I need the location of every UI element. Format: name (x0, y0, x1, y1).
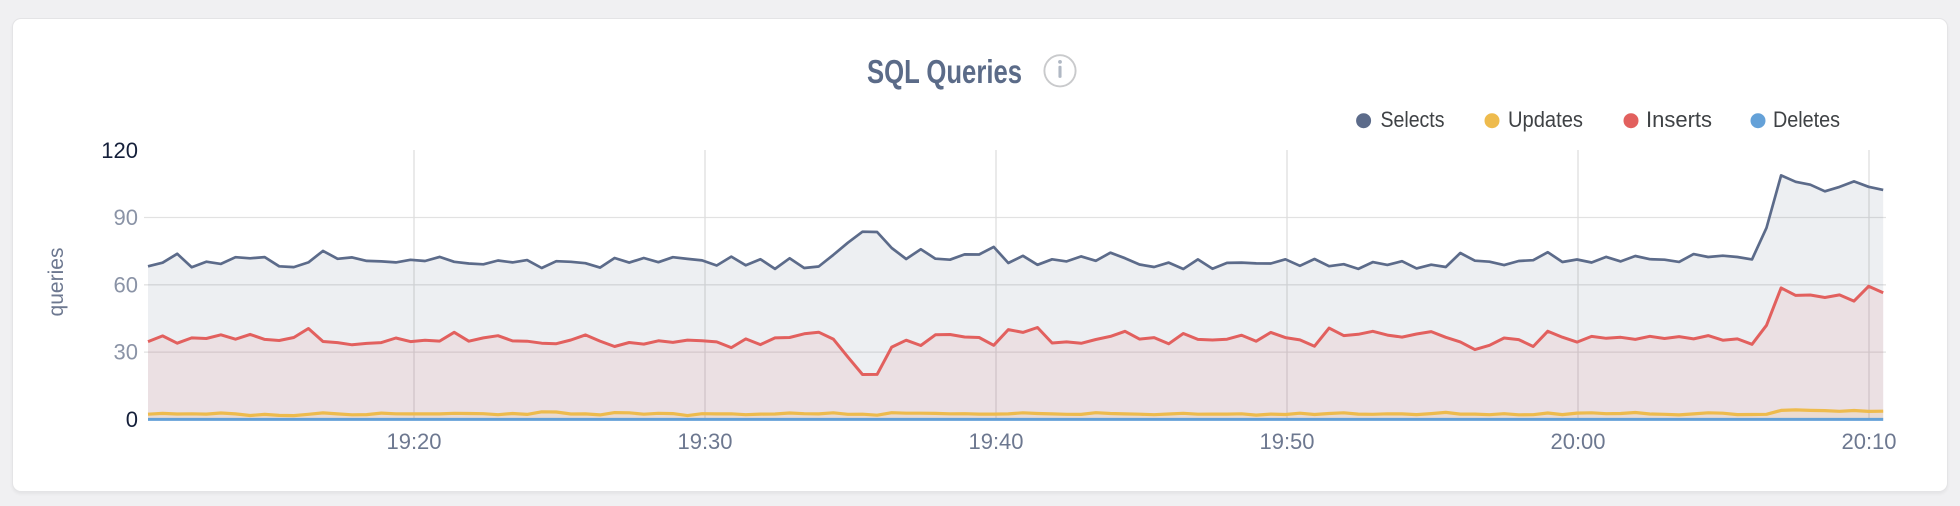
svg-text:30: 30 (114, 340, 138, 365)
svg-text:19:30: 19:30 (677, 429, 732, 454)
svg-text:queries: queries (45, 248, 68, 317)
svg-text:0: 0 (126, 407, 138, 432)
svg-text:19:20: 19:20 (386, 429, 441, 454)
svg-text:Deletes: Deletes (1773, 107, 1840, 132)
svg-text:19:40: 19:40 (968, 429, 1023, 454)
svg-text:120: 120 (101, 138, 138, 163)
svg-text:Selects: Selects (1381, 107, 1445, 132)
svg-text:20:00: 20:00 (1550, 429, 1605, 454)
svg-text:60: 60 (114, 272, 138, 297)
svg-text:90: 90 (114, 205, 138, 230)
svg-text:Updates: Updates (1508, 107, 1583, 132)
svg-text:SQL Queries: SQL Queries (867, 53, 1022, 90)
svg-text:20:10: 20:10 (1841, 429, 1896, 454)
svg-text:Inserts: Inserts (1646, 107, 1712, 132)
svg-text:19:50: 19:50 (1259, 429, 1314, 454)
